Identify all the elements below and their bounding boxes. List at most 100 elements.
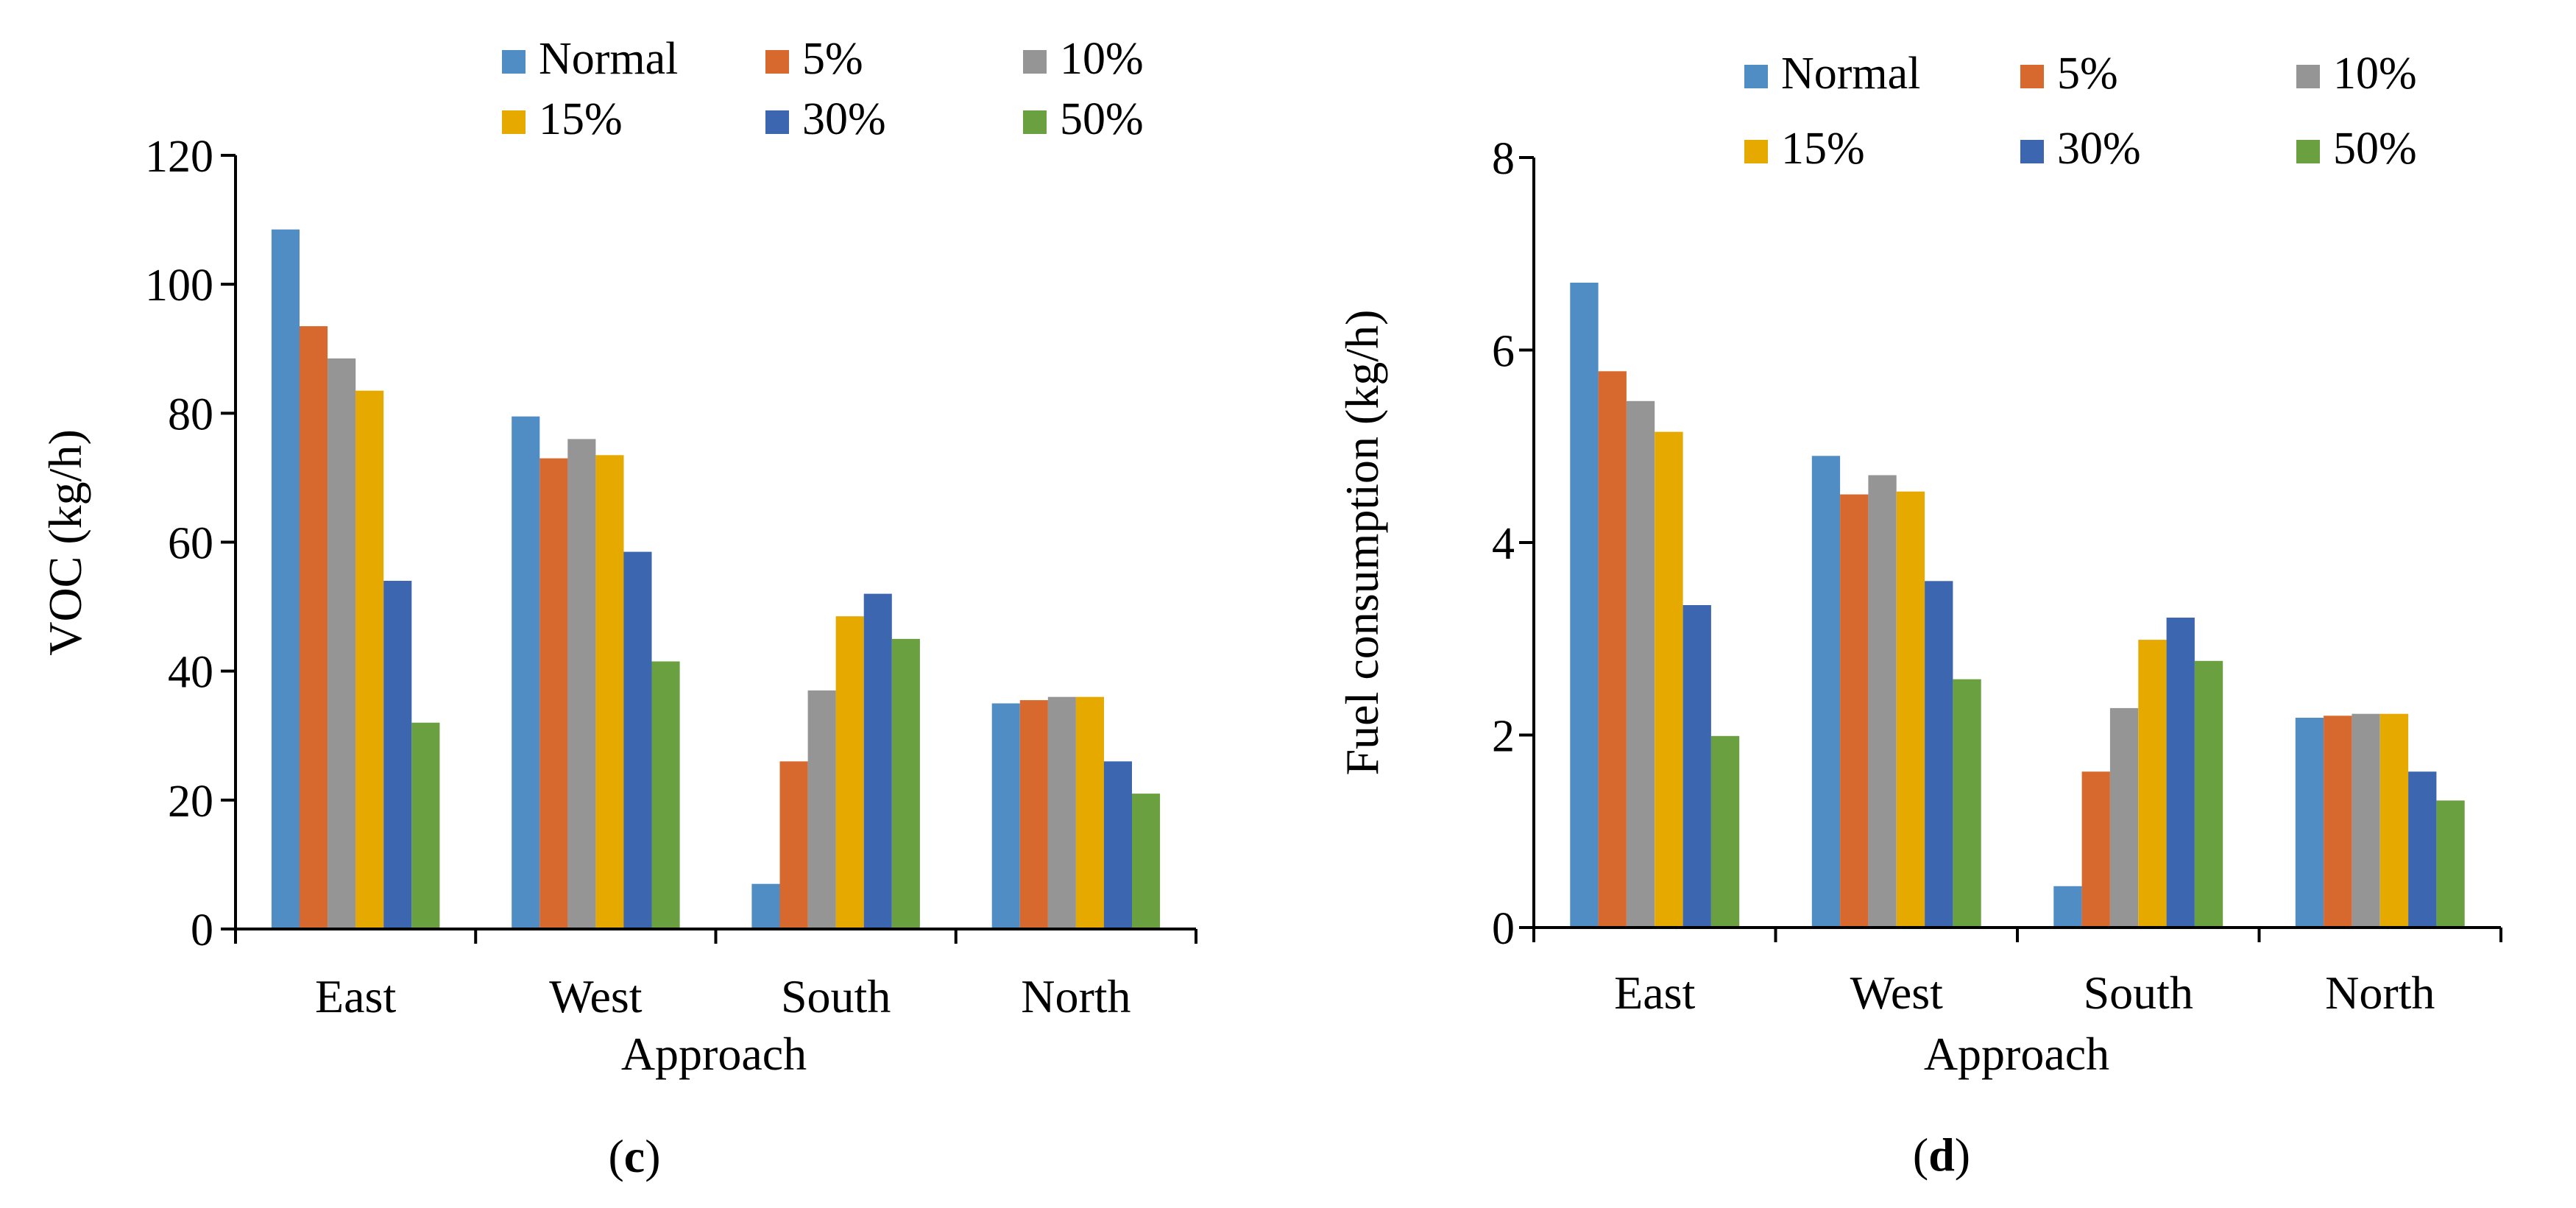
bar-west-5pct — [1840, 494, 1869, 928]
x-axis-title: Approach — [1924, 1028, 2109, 1080]
y-tick-label: 120 — [145, 132, 213, 182]
x-tick-label-north: North — [1021, 970, 1130, 1022]
legend-swatch-50pct — [2296, 140, 2320, 163]
bar-west-5pct — [539, 458, 568, 929]
legend-label-5pct: 5% — [2057, 49, 2118, 99]
bar-south-15pct — [2138, 640, 2167, 928]
panel-c-voc-chart: 0 20 40 60 80 100 120 East West South North Approac… — [39, 34, 1197, 1182]
bar-west-30pct — [1925, 581, 1953, 928]
bar-west-30pct — [623, 551, 652, 929]
x-tick-label-west: West — [549, 970, 643, 1022]
legend-label-30pct: 30% — [802, 94, 886, 144]
bar-north-10pct — [1047, 696, 1076, 929]
bar-west-50pct — [651, 661, 680, 929]
bar-east-30pct — [383, 581, 412, 929]
y-axis-title: Fuel consumption (kg/h) — [1336, 310, 1388, 776]
bar-west-15pct — [1896, 491, 1925, 928]
y-tick-label: 20 — [168, 777, 213, 827]
x-tick-label-west: West — [1850, 967, 1944, 1019]
bar-west-10pct — [567, 439, 596, 929]
panel-label: (d) — [1913, 1128, 1970, 1181]
bar-north-5pct — [1019, 700, 1048, 929]
legend-swatch-5pct — [2020, 65, 2044, 88]
legend-label-30pct: 30% — [2057, 124, 2141, 174]
bar-west-50pct — [1953, 679, 1981, 928]
legend-label-15pct: 15% — [1781, 124, 1865, 174]
bar-west-normal — [512, 416, 540, 929]
bar-west-15pct — [595, 455, 624, 929]
legend-label-50pct: 50% — [1060, 94, 1144, 144]
legend-label-15pct: 15% — [539, 94, 623, 144]
legend-swatch-normal — [1744, 65, 1768, 88]
y-tick-label: 0 — [1492, 904, 1515, 954]
legend-label-10pct: 10% — [2333, 49, 2417, 99]
legend-label-normal: Normal — [539, 34, 678, 84]
legend-label-5pct: 5% — [802, 34, 863, 84]
y-axis-title: VOC (kg/h) — [39, 429, 91, 656]
x-tick-label-east: East — [1614, 967, 1695, 1019]
bar-south-normal — [751, 883, 780, 929]
bar-south-30pct — [2166, 618, 2195, 928]
legend-swatch-5pct — [765, 50, 789, 74]
legend-swatch-10pct — [1023, 50, 1047, 74]
x-tick-label-south: South — [2084, 967, 2193, 1019]
legend-swatch-15pct — [1744, 140, 1768, 163]
y-tick-label: 100 — [145, 261, 213, 311]
panel-d-fuel-consumption-chart: 0 2 4 6 8 East West South North Approach Fuel cons… — [1336, 49, 2502, 1181]
bar-north-50pct — [1132, 794, 1161, 929]
bar-west-normal — [1811, 456, 1841, 928]
bar-east-50pct — [1710, 735, 1740, 928]
legend-label-50pct: 50% — [2333, 124, 2417, 174]
legend-swatch-10pct — [2296, 65, 2320, 88]
bar-north-30pct — [1103, 761, 1132, 929]
x-tick-label-east: East — [315, 970, 396, 1022]
x-axis-title: Approach — [621, 1028, 807, 1080]
legend-swatch-30pct — [2020, 140, 2044, 163]
bar-north-normal — [2295, 718, 2324, 928]
y-tick-label: 4 — [1492, 519, 1515, 569]
bar-north-5pct — [2324, 716, 2352, 928]
bar-east-15pct — [355, 390, 384, 929]
bar-north-15pct — [1075, 696, 1104, 929]
bar-east-5pct — [1598, 371, 1627, 928]
legend-swatch-normal — [502, 50, 526, 74]
y-tick-label: 0 — [191, 905, 213, 956]
legend-swatch-30pct — [765, 110, 789, 134]
y-tick-label: 40 — [168, 648, 213, 698]
bar-south-10pct — [2109, 707, 2139, 928]
bar-south-15pct — [835, 616, 864, 929]
bar-east-normal — [1570, 283, 1599, 928]
bar-east-15pct — [1655, 431, 1683, 928]
legend-swatch-50pct — [1023, 110, 1047, 134]
bar-south-5pct — [779, 761, 808, 929]
bar-east-10pct — [1626, 400, 1655, 928]
y-tick-label: 8 — [1492, 134, 1515, 184]
x-tick-label-north: North — [2325, 967, 2435, 1019]
bar-east-10pct — [328, 358, 356, 929]
bar-east-30pct — [1682, 605, 1711, 928]
bar-east-50pct — [411, 722, 440, 929]
bar-west-10pct — [1868, 475, 1897, 928]
bar-north-30pct — [2408, 771, 2437, 928]
bar-east-5pct — [300, 326, 328, 930]
bar-south-50pct — [891, 638, 920, 929]
bar-south-normal — [2053, 886, 2082, 928]
legend-label-10pct: 10% — [1060, 34, 1144, 84]
y-tick-label: 80 — [168, 389, 213, 439]
bar-south-5pct — [2081, 771, 2110, 928]
bar-north-50pct — [2436, 800, 2465, 928]
panel-label: (c) — [608, 1130, 660, 1182]
bar-south-50pct — [2194, 660, 2223, 928]
legend-swatch-15pct — [502, 110, 526, 134]
x-tick-label-south: South — [781, 970, 891, 1022]
y-tick-label: 60 — [168, 519, 213, 569]
legend-label-normal: Normal — [1781, 49, 1920, 99]
bar-east-normal — [271, 229, 300, 929]
bar-south-10pct — [807, 690, 836, 929]
bar-north-15pct — [2379, 713, 2409, 928]
bar-north-10pct — [2352, 713, 2380, 928]
y-tick-label: 2 — [1492, 712, 1515, 762]
bar-north-normal — [991, 703, 1020, 929]
bar-south-30pct — [863, 593, 892, 929]
